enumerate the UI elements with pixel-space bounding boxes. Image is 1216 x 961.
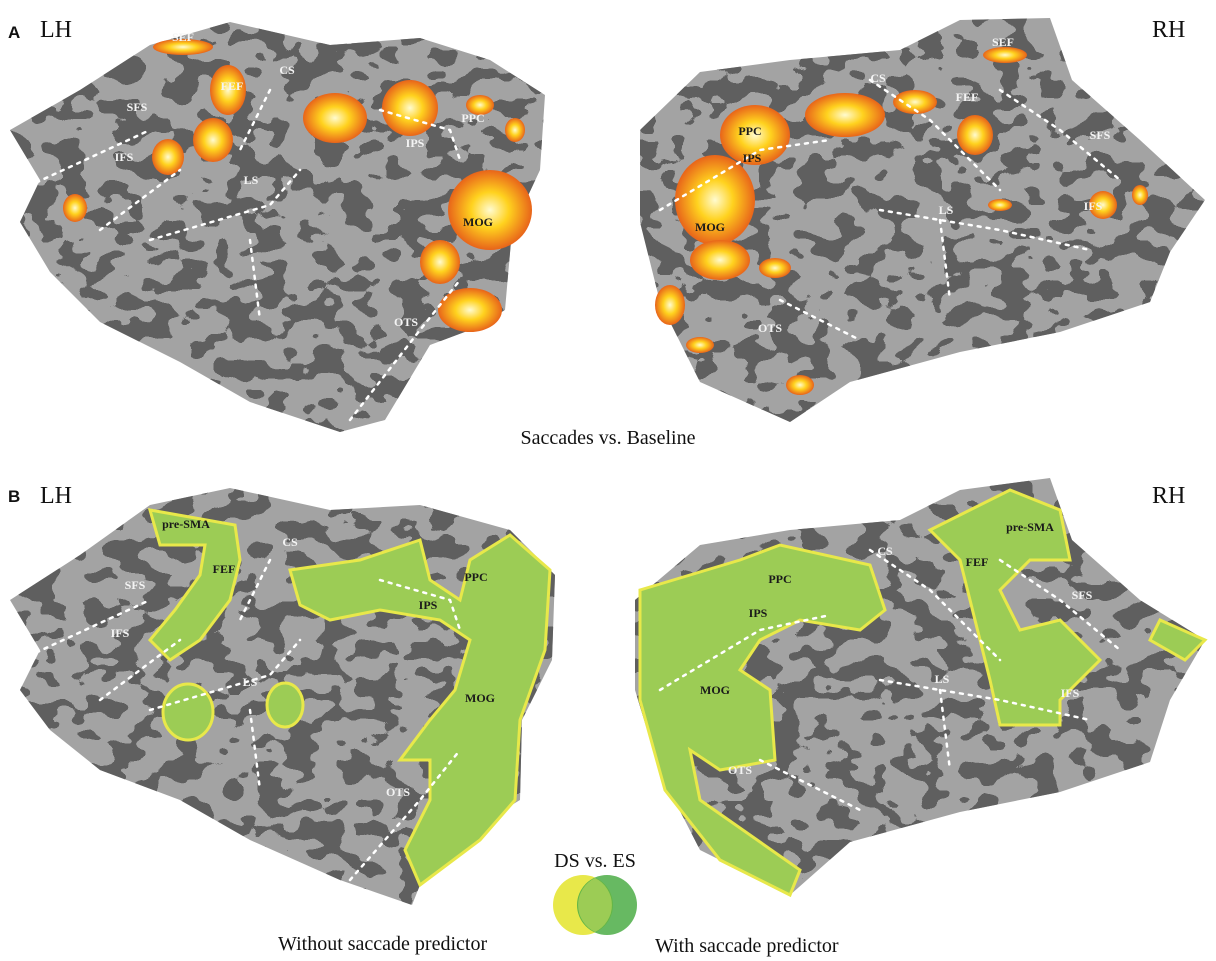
region-label: PPC [461, 111, 484, 125]
region-label: IFS [111, 626, 130, 640]
region-label: LS [244, 173, 259, 187]
region-label: OTS [728, 763, 752, 777]
region-label: pre-SMA [1006, 520, 1054, 534]
region-label: CS [870, 71, 886, 85]
region-label: FEF [213, 562, 236, 576]
region-label: SFS [127, 100, 148, 114]
panel-label: B [8, 487, 20, 506]
region-label: PPC [464, 570, 487, 584]
region-label: PPC [738, 124, 761, 138]
region-label: PPC [768, 572, 791, 586]
panel-caption: DS vs. ES [554, 850, 636, 872]
region-label: MOG [695, 220, 725, 234]
legend-swatches [553, 875, 637, 935]
region-label: CS [877, 544, 893, 558]
region-label: IFS [115, 150, 134, 164]
region-label: MOG [700, 683, 730, 697]
region-label: IFS [1084, 199, 1103, 213]
region-label: IPS [406, 136, 425, 150]
region-label: SFS [1090, 128, 1111, 142]
legend-label: Without saccade predictor [278, 933, 487, 955]
hemisphere-label: RH [1152, 17, 1185, 43]
region-label: pre-SMA [162, 517, 210, 531]
hemisphere-label: LH [40, 17, 72, 43]
region-label: LS [243, 675, 258, 689]
region-label: IPS [743, 151, 762, 165]
region-label: OTS [394, 315, 418, 329]
region-label: SFS [1072, 588, 1093, 602]
region-label: FEF [221, 79, 244, 93]
region-label: FEF [966, 555, 989, 569]
region-label: OTS [386, 785, 410, 799]
figure: A B LH RH LH RH Saccades vs. Baseline DS… [0, 0, 1216, 961]
region-label: SFS [125, 578, 146, 592]
legend-label: With saccade predictor [655, 935, 839, 957]
region-label: SEF [992, 35, 1014, 49]
region-label: CS [279, 63, 295, 77]
panel-caption: Saccades vs. Baseline [521, 427, 696, 449]
region-label: SEF [172, 30, 194, 44]
region-label: LS [939, 203, 954, 217]
hemisphere-label: RH [1152, 483, 1185, 509]
region-label: IFS [1061, 686, 1080, 700]
region-label: FEF [956, 90, 979, 104]
region-label: MOG [463, 215, 493, 229]
region-label: OTS [758, 321, 782, 335]
panel-label: A [8, 23, 20, 42]
region-label: IPS [749, 606, 768, 620]
region-label: CS [282, 535, 298, 549]
region-label: LS [935, 672, 950, 686]
region-label: IPS [419, 598, 438, 612]
hemisphere-label: LH [40, 483, 72, 509]
region-label: MOG [465, 691, 495, 705]
